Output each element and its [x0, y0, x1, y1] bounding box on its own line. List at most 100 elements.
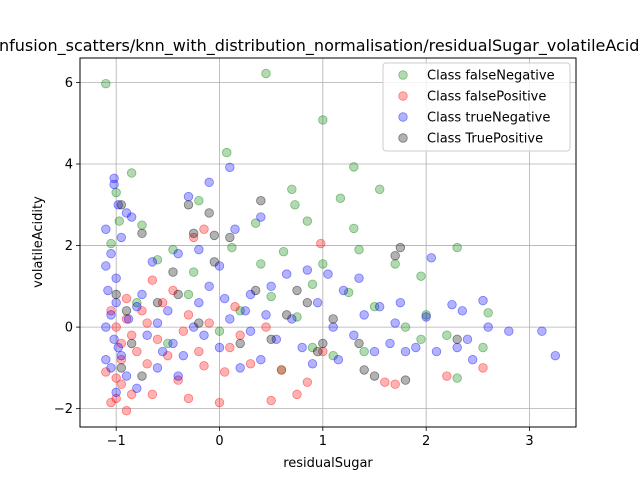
- data-point-class-falsenegative: [101, 78, 111, 89]
- data-point-class-falsepositive: [121, 405, 132, 416]
- data-point-class-falsenegative: [369, 302, 380, 312]
- data-point-class-falsenegative: [349, 223, 359, 234]
- data-point-class-falsenegative: [290, 200, 300, 210]
- data-point-class-falsenegative: [328, 350, 338, 361]
- y-axis-label: volatileAcidity: [31, 196, 46, 288]
- x-tick-label: 2: [422, 434, 430, 449]
- data-point-class-truepositive: [194, 318, 204, 328]
- data-point-class-falsenegative: [114, 216, 124, 226]
- data-point-class-falsepositive: [111, 373, 121, 383]
- data-point-class-truepositive: [209, 230, 220, 241]
- x-tick-label: 3: [525, 434, 533, 449]
- data-point-class-falsepositive: [214, 397, 225, 408]
- data-point-class-falsenegative: [390, 259, 400, 269]
- data-point-class-truepositive: [302, 297, 313, 308]
- data-point-class-falsenegative: [307, 342, 318, 353]
- data-point-class-truepositive: [256, 196, 266, 206]
- data-point-class-falsepositive: [116, 379, 127, 389]
- data-point-class-truenegative: [328, 322, 338, 332]
- data-point-class-truenegative: [225, 314, 235, 324]
- legend-marker: [398, 112, 408, 122]
- data-point-class-falsenegative: [335, 193, 346, 203]
- data-point-class-truenegative: [188, 322, 199, 332]
- data-point-class-truepositive: [152, 297, 163, 308]
- data-point-class-truenegative: [431, 346, 442, 357]
- data-point-class-truepositive: [168, 267, 178, 277]
- data-point-class-truenegative: [374, 302, 385, 312]
- data-point-class-truenegative: [390, 318, 400, 328]
- data-point-class-truepositive: [390, 251, 400, 261]
- data-point-class-falsenegative: [163, 338, 173, 349]
- y-axis-ticks: −2 0 2 4 6: [54, 76, 80, 417]
- data-point-class-truenegative: [537, 326, 547, 336]
- data-point-class-truenegative: [101, 261, 111, 271]
- data-point-class-falsepositive: [302, 377, 313, 387]
- data-point-class-falsepositive: [199, 361, 209, 371]
- data-point-class-truepositive: [400, 375, 411, 385]
- data-point-class-truenegative: [163, 306, 173, 316]
- data-point-class-truenegative: [194, 297, 204, 308]
- data-point-class-truenegative: [261, 310, 271, 320]
- data-point-class-falsepositive: [132, 346, 142, 357]
- data-point-class-truenegative: [121, 208, 132, 218]
- data-point-class-truepositive: [183, 200, 194, 210]
- data-point-class-truenegative: [113, 342, 123, 353]
- data-point-class-truenegative: [106, 363, 116, 373]
- data-point-class-truenegative: [266, 281, 276, 292]
- legend-marker: [398, 91, 408, 101]
- data-point-class-truenegative: [106, 249, 116, 259]
- data-point-class-falsenegative: [132, 297, 142, 308]
- data-point-class-truenegative: [385, 338, 395, 349]
- data-point-class-truenegative: [219, 293, 230, 304]
- data-point-class-falsenegative: [111, 187, 121, 198]
- data-point-class-truenegative: [199, 330, 209, 340]
- data-point-class-truenegative: [395, 297, 406, 308]
- data-point-class-falsepositive: [142, 318, 152, 328]
- data-point-class-falsepositive: [230, 302, 240, 312]
- data-point-class-truenegative: [111, 387, 121, 398]
- data-point-class-truenegative: [467, 355, 478, 365]
- data-point-class-falsepositive: [199, 224, 209, 234]
- data-point-class-falsepositive: [266, 395, 276, 406]
- data-point-class-truenegative: [302, 265, 313, 275]
- data-point-class-falsepositive: [147, 389, 158, 400]
- data-point-class-falsenegative: [222, 147, 232, 158]
- data-point-class-truenegative: [101, 322, 111, 332]
- data-point-class-truenegative: [132, 302, 142, 312]
- data-point-class-truenegative: [411, 342, 421, 353]
- data-point-class-truenegative: [483, 322, 493, 332]
- data-point-class-falsepositive: [121, 314, 132, 324]
- data-point-class-truenegative: [168, 338, 178, 349]
- data-point-class-falsepositive: [116, 355, 127, 365]
- data-point-class-falsenegative: [400, 322, 411, 332]
- data-point-class-truepositive: [235, 338, 245, 349]
- legend-marker: [398, 133, 408, 143]
- data-point-class-falsepositive: [261, 322, 271, 332]
- data-point-class-falsenegative: [452, 373, 462, 383]
- data-point-class-truepositive: [225, 232, 235, 243]
- data-point-class-falsenegative: [374, 184, 385, 194]
- data-point-class-truepositive: [369, 371, 380, 381]
- plot-frame: [79, 57, 577, 428]
- x-tick-label: −1: [107, 434, 126, 449]
- data-point-class-falsenegative: [302, 216, 313, 226]
- data-point-class-truenegative: [447, 299, 457, 310]
- data-point-class-truenegative: [225, 162, 235, 172]
- data-point-class-falsenegative: [137, 220, 147, 230]
- data-point-class-truenegative: [142, 330, 152, 340]
- x-tick-label: 1: [319, 434, 327, 449]
- data-point-class-truenegative: [109, 179, 119, 190]
- data-point-class-truenegative: [421, 312, 431, 322]
- data-point-class-falsepositive: [142, 359, 152, 369]
- data-point-class-truepositive: [121, 306, 132, 316]
- data-point-class-truepositive: [395, 242, 406, 253]
- data-point-class-falsepositive: [121, 293, 132, 304]
- data-point-class-truenegative: [111, 273, 121, 283]
- data-point-class-truepositive: [204, 208, 214, 218]
- data-point-class-truenegative: [178, 350, 189, 361]
- data-point-class-truenegative: [214, 342, 225, 353]
- data-point-class-truenegative: [157, 346, 168, 357]
- y-tick-label: 2: [65, 239, 73, 254]
- data-point-class-falsepositive: [316, 238, 326, 249]
- data-point-class-truepositive: [292, 285, 302, 296]
